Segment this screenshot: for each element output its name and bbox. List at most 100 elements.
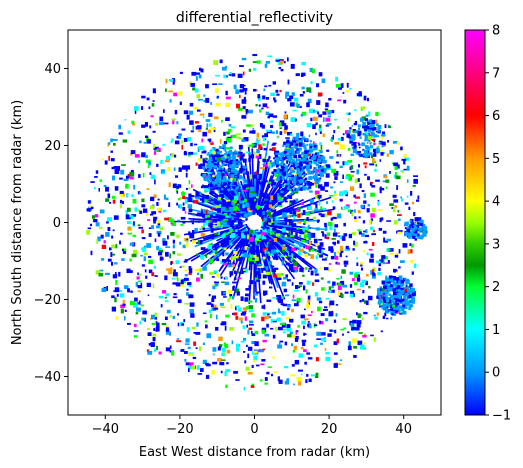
radar-gate [160, 169, 166, 174]
radar-gate [216, 221, 221, 227]
radar-gate [111, 166, 116, 170]
radar-gate [134, 297, 138, 302]
radar-gate [349, 136, 352, 139]
radar-gate [202, 223, 206, 228]
radar-gate [358, 153, 361, 156]
radar-gate [302, 209, 306, 214]
radar-gate [326, 201, 329, 205]
radar-gate [204, 199, 208, 203]
radar-gate [129, 242, 134, 246]
radar-gate [306, 303, 309, 309]
radar-gate [344, 291, 349, 294]
radar-gate [166, 268, 171, 271]
radar-gate [109, 201, 112, 204]
radar-gate [246, 324, 248, 328]
radar-gate [244, 316, 248, 321]
radar-gate [413, 175, 418, 177]
radar-gate [314, 167, 317, 169]
radar-gate [402, 304, 406, 308]
radar-gate [372, 148, 377, 153]
radar-gate [400, 287, 402, 290]
radar-gate [287, 153, 290, 156]
radar-gate [237, 162, 241, 166]
radar-gate [240, 197, 245, 201]
radar-gate [198, 157, 202, 162]
radar-gate [171, 277, 175, 280]
radar-gate [205, 160, 208, 164]
radar-gate [235, 225, 239, 230]
radar-gate [393, 162, 399, 167]
radar-gate [285, 294, 290, 297]
radar-gate [289, 251, 292, 256]
radar-gate [222, 177, 226, 181]
radar-gate [92, 215, 96, 219]
radar-gate [245, 218, 249, 221]
radar-gate [133, 221, 135, 226]
radar-gate [263, 88, 266, 92]
radar-gate [162, 209, 167, 213]
radar-gate [227, 259, 230, 262]
radar-gate [411, 226, 414, 229]
radar-gate [241, 154, 244, 157]
radar-gate [421, 223, 426, 228]
radar-gate [221, 167, 224, 170]
radar-gate [266, 219, 272, 224]
radar-gate [151, 103, 155, 107]
radar-gate [401, 298, 405, 302]
radar-gate [288, 145, 292, 148]
radar-gate [388, 310, 391, 312]
radar-gate [382, 141, 386, 146]
radar-gate [289, 95, 294, 99]
plot-area [86, 53, 428, 391]
radar-gate [268, 204, 273, 208]
radar-gate [386, 317, 389, 320]
radar-gate [392, 301, 396, 305]
radar-gate [317, 253, 320, 256]
radar-gate [253, 151, 256, 154]
radar-gate [222, 199, 226, 204]
radar-gate [139, 320, 142, 325]
radar-gate [320, 168, 324, 172]
radar-gate [338, 235, 341, 238]
radar-gate [281, 184, 285, 188]
radar-gate [299, 167, 301, 169]
radar-gate [333, 190, 337, 196]
radar-gate [293, 345, 297, 351]
radar-gate [274, 173, 279, 177]
radar-gate [320, 213, 325, 218]
radar-gate [267, 186, 271, 188]
radar-gate [385, 302, 388, 306]
radar-gate [149, 172, 152, 175]
radar-gate [170, 267, 173, 271]
radar-gate [317, 149, 321, 152]
radar-gate [266, 242, 269, 245]
radar-gate [225, 117, 230, 122]
radar-gate [229, 234, 234, 239]
radar-gate [209, 150, 213, 154]
radar-gate [298, 241, 301, 246]
radar-gate [277, 168, 281, 171]
radar-gate [306, 374, 309, 377]
radar-gate [152, 283, 155, 289]
radar-gate [138, 174, 141, 178]
radar-gate [202, 196, 205, 198]
radar-gate [372, 157, 375, 163]
radar-gate [216, 169, 219, 172]
radar-gate [304, 361, 307, 365]
radar-gate [305, 379, 308, 384]
radar-gate [325, 318, 329, 322]
radar-gate [248, 309, 254, 313]
radar-gate [410, 225, 413, 228]
radar-gate [363, 333, 366, 336]
radar-gate [395, 301, 398, 304]
radar-gate [367, 204, 371, 207]
radar-gate [204, 188, 209, 193]
radar-gate [223, 190, 227, 193]
radar-gate [317, 168, 323, 171]
radar-gate [383, 237, 386, 243]
radar-gate [291, 223, 297, 228]
radar-gate [225, 208, 228, 211]
radar-spoke [195, 226, 243, 245]
radar-gate [312, 202, 317, 205]
radar-gate [292, 210, 297, 215]
